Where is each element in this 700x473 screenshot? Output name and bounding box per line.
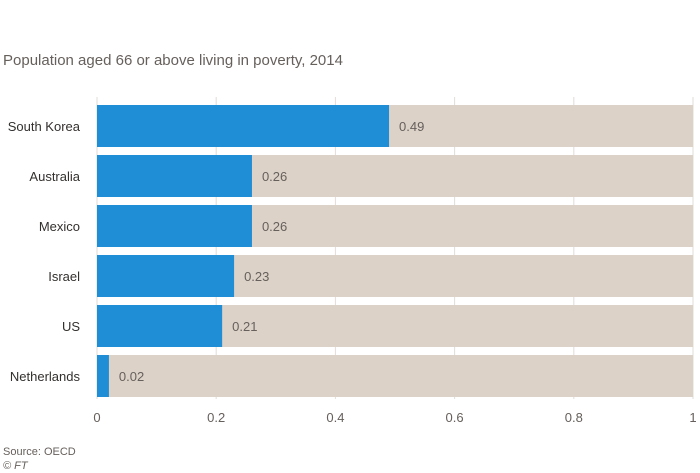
category-label: South Korea	[8, 119, 81, 134]
category-label: Netherlands	[10, 369, 81, 384]
value-label: 0.02	[119, 369, 144, 384]
gridlines	[96, 97, 694, 399]
bar	[97, 155, 252, 197]
labels: South Korea 0.49 Australia 0.26 Mexico 0.26 Is…	[8, 119, 425, 384]
x-tick-label: 0.2	[207, 410, 225, 425]
category-label: Australia	[29, 169, 80, 184]
credit-note: © FT	[3, 460, 28, 472]
x-tick-label: 0	[93, 410, 100, 425]
x-axis: 0 0.2 0.4 0.6 0.8 1	[93, 410, 696, 425]
source-note: Source: OECD	[3, 446, 76, 458]
bar	[97, 255, 235, 297]
bar	[97, 205, 252, 247]
bar-track	[97, 355, 693, 397]
category-label: Israel	[48, 269, 80, 284]
value-label: 0.49	[399, 119, 424, 134]
value-label: 0.23	[244, 269, 269, 284]
x-tick-label: 0.6	[446, 410, 464, 425]
category-label: US	[62, 319, 80, 334]
value-label: 0.26	[262, 169, 287, 184]
bar	[97, 305, 223, 347]
x-tick-label: 1	[689, 410, 696, 425]
value-label: 0.26	[262, 219, 287, 234]
category-label: Mexico	[39, 219, 80, 234]
value-label: 0.21	[232, 319, 257, 334]
x-tick-label: 0.8	[565, 410, 583, 425]
chart-title: Population aged 66 or above living in po…	[3, 52, 343, 69]
x-tick-label: 0.4	[326, 410, 344, 425]
bar	[97, 105, 390, 147]
bars	[97, 105, 693, 397]
bar	[97, 355, 109, 397]
